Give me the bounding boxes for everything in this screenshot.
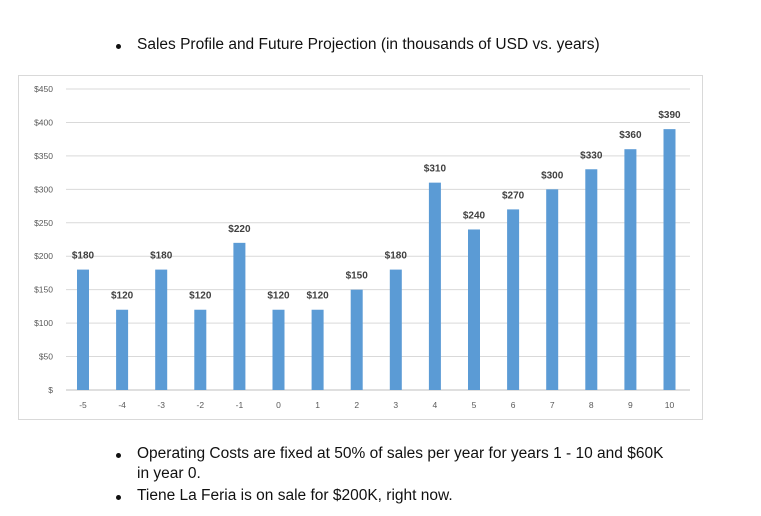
y-tick-label: $ [48,385,53,395]
bar [194,309,207,390]
data-label: $120 [111,291,134,302]
x-tick-label: 6 [511,400,516,410]
x-tick-label: 1 [315,400,320,410]
bar [468,229,480,390]
x-tick-label: 0 [276,400,281,410]
data-label: $220 [228,224,251,235]
chart-title-bullet: Sales Profile and Future Projection (in … [116,36,600,54]
bar [350,289,363,390]
data-label: $360 [619,130,642,141]
data-label: $180 [385,251,408,262]
y-tick-label: $400 [34,117,53,127]
data-label: $330 [580,150,603,161]
bar [311,309,324,390]
data-label: $180 [150,251,173,262]
x-tick-label: -2 [197,400,205,410]
bar [116,309,129,390]
note-item: Tiene La Feria is on sale for $200K, rig… [116,486,716,506]
x-tick-label: -4 [118,400,126,410]
data-label: $300 [541,170,564,181]
y-tick-label: $300 [34,184,53,194]
x-tick-label: 7 [550,400,555,410]
x-tick-label: 4 [433,400,438,410]
y-tick-label: $350 [34,151,53,161]
x-tick-label: 5 [472,400,477,410]
bullet-dot [116,43,121,49]
note-line: Operating Costs are fixed at 50% of sale… [137,445,664,462]
bar [507,209,520,390]
bar [663,129,676,390]
data-label: $240 [463,210,486,221]
y-tick-label: $200 [34,251,53,261]
x-tick-label: -5 [79,400,87,410]
x-tick-label: 3 [393,400,398,410]
note-line: Tiene La Feria is on sale for $200K, rig… [137,487,453,504]
bar [389,269,402,390]
y-tick-label: $150 [34,285,53,295]
bar [233,242,246,390]
y-tick-label: $450 [34,84,53,94]
chart-caption: Sales Profile and Future Projection (in … [137,36,600,53]
bar [428,182,441,390]
data-label: $120 [189,291,212,302]
data-label: $120 [306,291,329,302]
note-item: Operating Costs are fixed at 50% of sale… [116,444,716,484]
bullet-dot [116,495,121,500]
notes-list: Operating Costs are fixed at 50% of sale… [116,444,716,508]
data-label: $180 [72,251,95,262]
data-label: $270 [502,190,525,201]
note-line: in year 0. [137,465,201,482]
x-tick-label: -1 [236,400,244,410]
data-label: $150 [346,271,369,282]
bar [155,269,168,390]
bar [585,169,598,390]
data-label: $120 [267,291,290,302]
x-tick-label: 2 [354,400,359,410]
bar [624,149,637,390]
data-label: $390 [658,110,681,121]
x-tick-label: 9 [628,400,633,410]
y-tick-label: $100 [34,318,53,328]
bar [546,189,559,390]
x-tick-label: 10 [665,400,675,410]
x-tick-label: -3 [157,400,165,410]
bullet-dot [116,453,121,458]
data-label: $310 [424,164,447,175]
y-tick-label: $50 [39,352,53,362]
x-tick-label: 8 [589,400,594,410]
bar [77,269,89,390]
y-tick-label: $250 [34,218,53,228]
bar [272,309,285,390]
